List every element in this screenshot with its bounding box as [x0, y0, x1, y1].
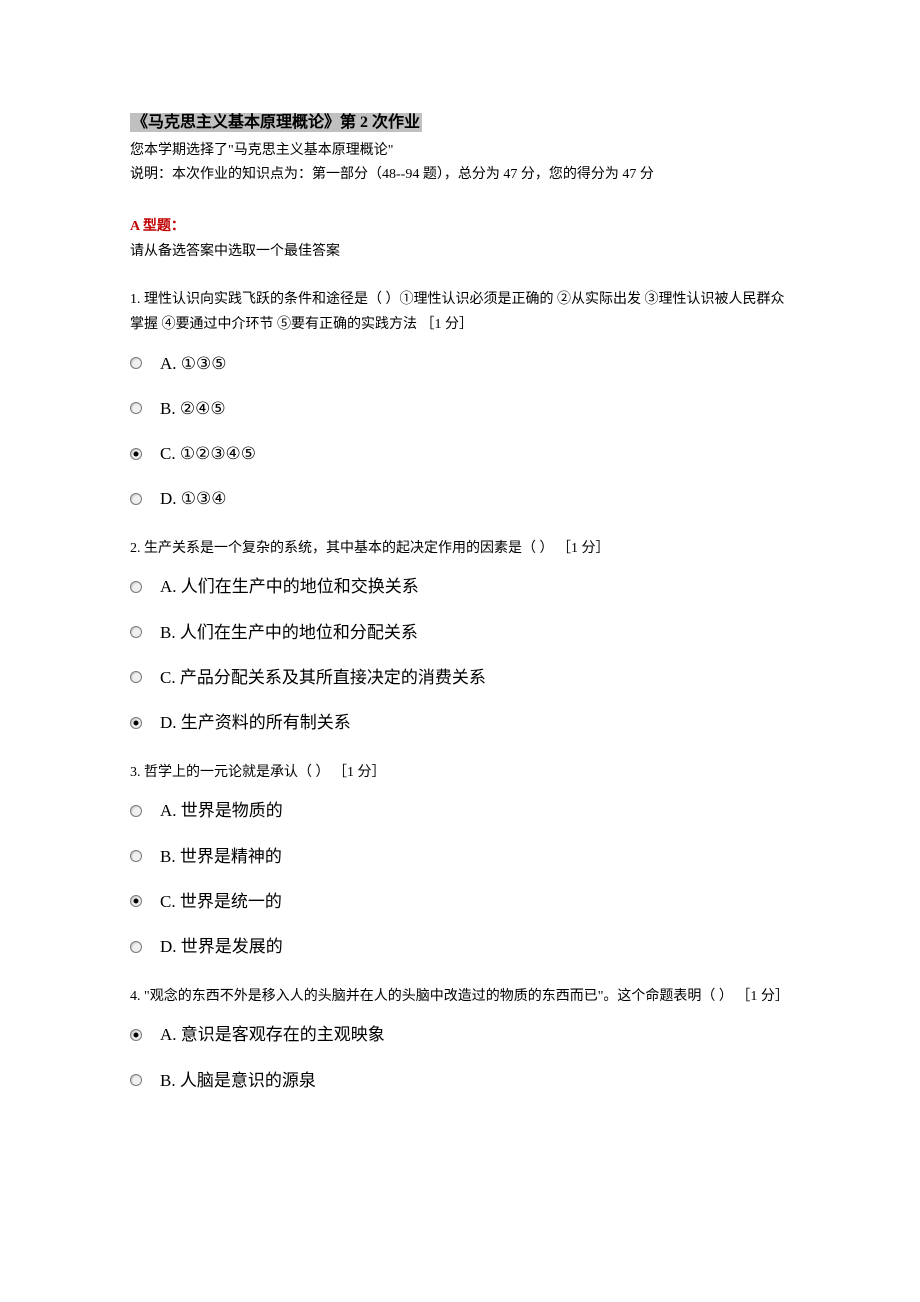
question-text: 4. "观念的东西不外是移入人的头脑并在人的头脑中改造过的物质的东西而已"。这个…	[130, 984, 790, 1009]
options-group: A. 意识是客观存在的主观映象 B. 人脑是意识的源泉	[130, 1021, 790, 1093]
option[interactable]: D. ①③④	[130, 485, 790, 512]
option[interactable]: A. 人们在生产中的地位和交换关系	[130, 573, 790, 600]
question-text: 2. 生产关系是一个复杂的系统，其中基本的起决定作用的因素是（ ） ［1 分］	[130, 536, 790, 561]
subtitle-text: 您本学期选择了"马克思主义基本原理概论"	[130, 140, 790, 162]
option[interactable]: D. 生产资料的所有制关系	[130, 709, 790, 736]
option-label: B. 世界是精神的	[160, 843, 282, 870]
radio-icon[interactable]	[130, 581, 142, 593]
option-label: C. 世界是统一的	[160, 888, 282, 915]
radio-icon[interactable]	[130, 1074, 142, 1086]
question: 2. 生产关系是一个复杂的系统，其中基本的起决定作用的因素是（ ） ［1 分］ A…	[130, 536, 790, 736]
option[interactable]: B. 人脑是意识的源泉	[130, 1067, 790, 1094]
option-label: A. ①③⑤	[160, 350, 227, 377]
question: 1. 理性认识向实践飞跃的条件和途径是（ ）①理性认识必须是正确的 ②从实际出发…	[130, 287, 790, 512]
option[interactable]: C. ①②③④⑤	[130, 440, 790, 467]
radio-icon[interactable]	[130, 941, 142, 953]
option-label: D. 生产资料的所有制关系	[160, 709, 351, 736]
radio-icon[interactable]	[130, 850, 142, 862]
option-label: D. 世界是发展的	[160, 933, 283, 960]
radio-icon[interactable]	[130, 895, 142, 907]
radio-icon[interactable]	[130, 626, 142, 638]
assignment-title: 《马克思主义基本原理概论》第 2 次作业	[130, 110, 790, 136]
radio-icon[interactable]	[130, 717, 142, 729]
radio-icon[interactable]	[130, 805, 142, 817]
radio-icon[interactable]	[130, 671, 142, 683]
option[interactable]: A. 意识是客观存在的主观映象	[130, 1021, 790, 1048]
radio-icon[interactable]	[130, 1029, 142, 1041]
options-group: A. ①③⑤ B. ②④⑤ C. ①②③④⑤ D. ①③④	[130, 350, 790, 513]
title-text: 《马克思主义基本原理概论》第 2 次作业	[130, 113, 422, 132]
options-group: A. 世界是物质的 B. 世界是精神的 C. 世界是统一的 D. 世界是发展的	[130, 797, 790, 960]
option[interactable]: B. 世界是精神的	[130, 843, 790, 870]
questions-container: 1. 理性认识向实践飞跃的条件和途径是（ ）①理性认识必须是正确的 ②从实际出发…	[130, 287, 790, 1094]
radio-icon[interactable]	[130, 357, 142, 369]
option[interactable]: C. 世界是统一的	[130, 888, 790, 915]
option[interactable]: A. ①③⑤	[130, 350, 790, 377]
option-label: A. 意识是客观存在的主观映象	[160, 1021, 385, 1048]
description-text: 说明：本次作业的知识点为：第一部分（48--94 题），总分为 47 分，您的得…	[130, 164, 790, 186]
question-text: 3. 哲学上的一元论就是承认（ ） ［1 分］	[130, 760, 790, 785]
option-label: D. ①③④	[160, 485, 227, 512]
option[interactable]: B. ②④⑤	[130, 395, 790, 422]
question: 3. 哲学上的一元论就是承认（ ） ［1 分］ A. 世界是物质的 B. 世界是精神…	[130, 760, 790, 960]
option[interactable]: A. 世界是物质的	[130, 797, 790, 824]
section-header: A 型题：	[130, 216, 790, 238]
question: 4. "观念的东西不外是移入人的头脑并在人的头脑中改造过的物质的东西而已"。这个…	[130, 984, 790, 1094]
radio-icon[interactable]	[130, 448, 142, 460]
radio-icon[interactable]	[130, 493, 142, 505]
option[interactable]: C. 产品分配关系及其所直接决定的消费关系	[130, 664, 790, 691]
radio-icon[interactable]	[130, 402, 142, 414]
option-label: C. ①②③④⑤	[160, 440, 256, 467]
option-label: A. 世界是物质的	[160, 797, 283, 824]
option-label: B. ②④⑤	[160, 395, 226, 422]
option-label: B. 人们在生产中的地位和分配关系	[160, 619, 418, 646]
option-label: A. 人们在生产中的地位和交换关系	[160, 573, 419, 600]
option[interactable]: D. 世界是发展的	[130, 933, 790, 960]
section-sub: 请从备选答案中选取一个最佳答案	[130, 241, 790, 263]
option-label: B. 人脑是意识的源泉	[160, 1067, 316, 1094]
option[interactable]: B. 人们在生产中的地位和分配关系	[130, 619, 790, 646]
question-text: 1. 理性认识向实践飞跃的条件和途径是（ ）①理性认识必须是正确的 ②从实际出发…	[130, 287, 790, 337]
options-group: A. 人们在生产中的地位和交换关系 B. 人们在生产中的地位和分配关系 C. 产品分…	[130, 573, 790, 736]
option-label: C. 产品分配关系及其所直接决定的消费关系	[160, 664, 486, 691]
